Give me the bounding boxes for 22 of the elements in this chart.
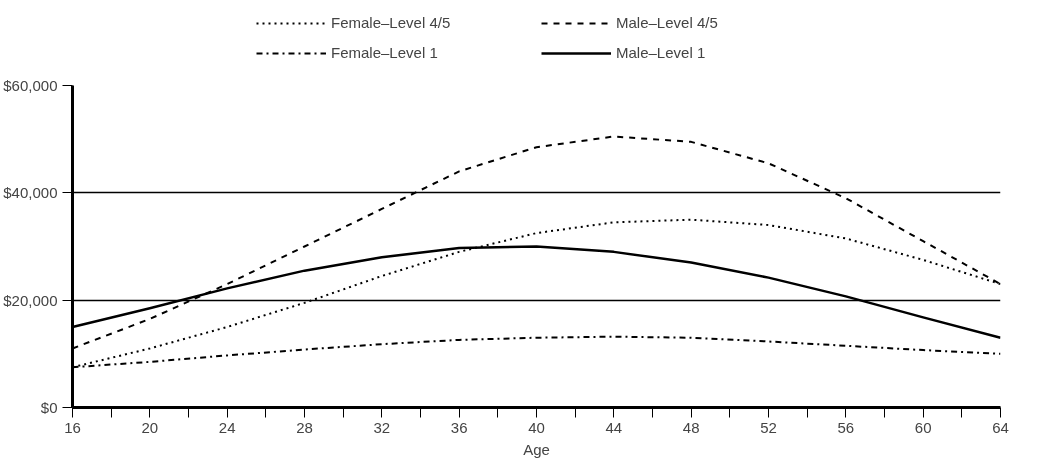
y-tick-label: $20,000 (3, 291, 58, 309)
x-tick-label: 16 (64, 418, 81, 436)
legend-label: Male–Level 1 (616, 44, 707, 61)
y-tick-label: $60,000 (3, 77, 58, 94)
x-tick-label: 36 (450, 418, 468, 436)
x-axis-title: Age (523, 440, 550, 458)
x-tick-label: 40 (528, 418, 545, 436)
x-tick-label: 32 (373, 418, 391, 436)
x-tick-label: 52 (760, 418, 777, 436)
x-tick-label: 60 (914, 418, 932, 436)
x-tick-label: 44 (605, 418, 623, 436)
y-tick-label: $40,000 (3, 184, 58, 202)
x-tick-label: 56 (837, 418, 855, 436)
legend-label: Male–Level 4/5 (616, 14, 719, 31)
legend-label: Female–Level 4/5 (331, 14, 452, 31)
x-tick-label: 48 (682, 418, 700, 436)
x-tick-label: 20 (141, 418, 159, 436)
y-tick-label: $0 (40, 399, 58, 416)
x-tick-label: 24 (218, 418, 236, 436)
x-tick-label: 64 (992, 418, 1009, 436)
legend-label: Female–Level 1 (331, 44, 439, 61)
x-tick-label: 28 (296, 418, 313, 436)
